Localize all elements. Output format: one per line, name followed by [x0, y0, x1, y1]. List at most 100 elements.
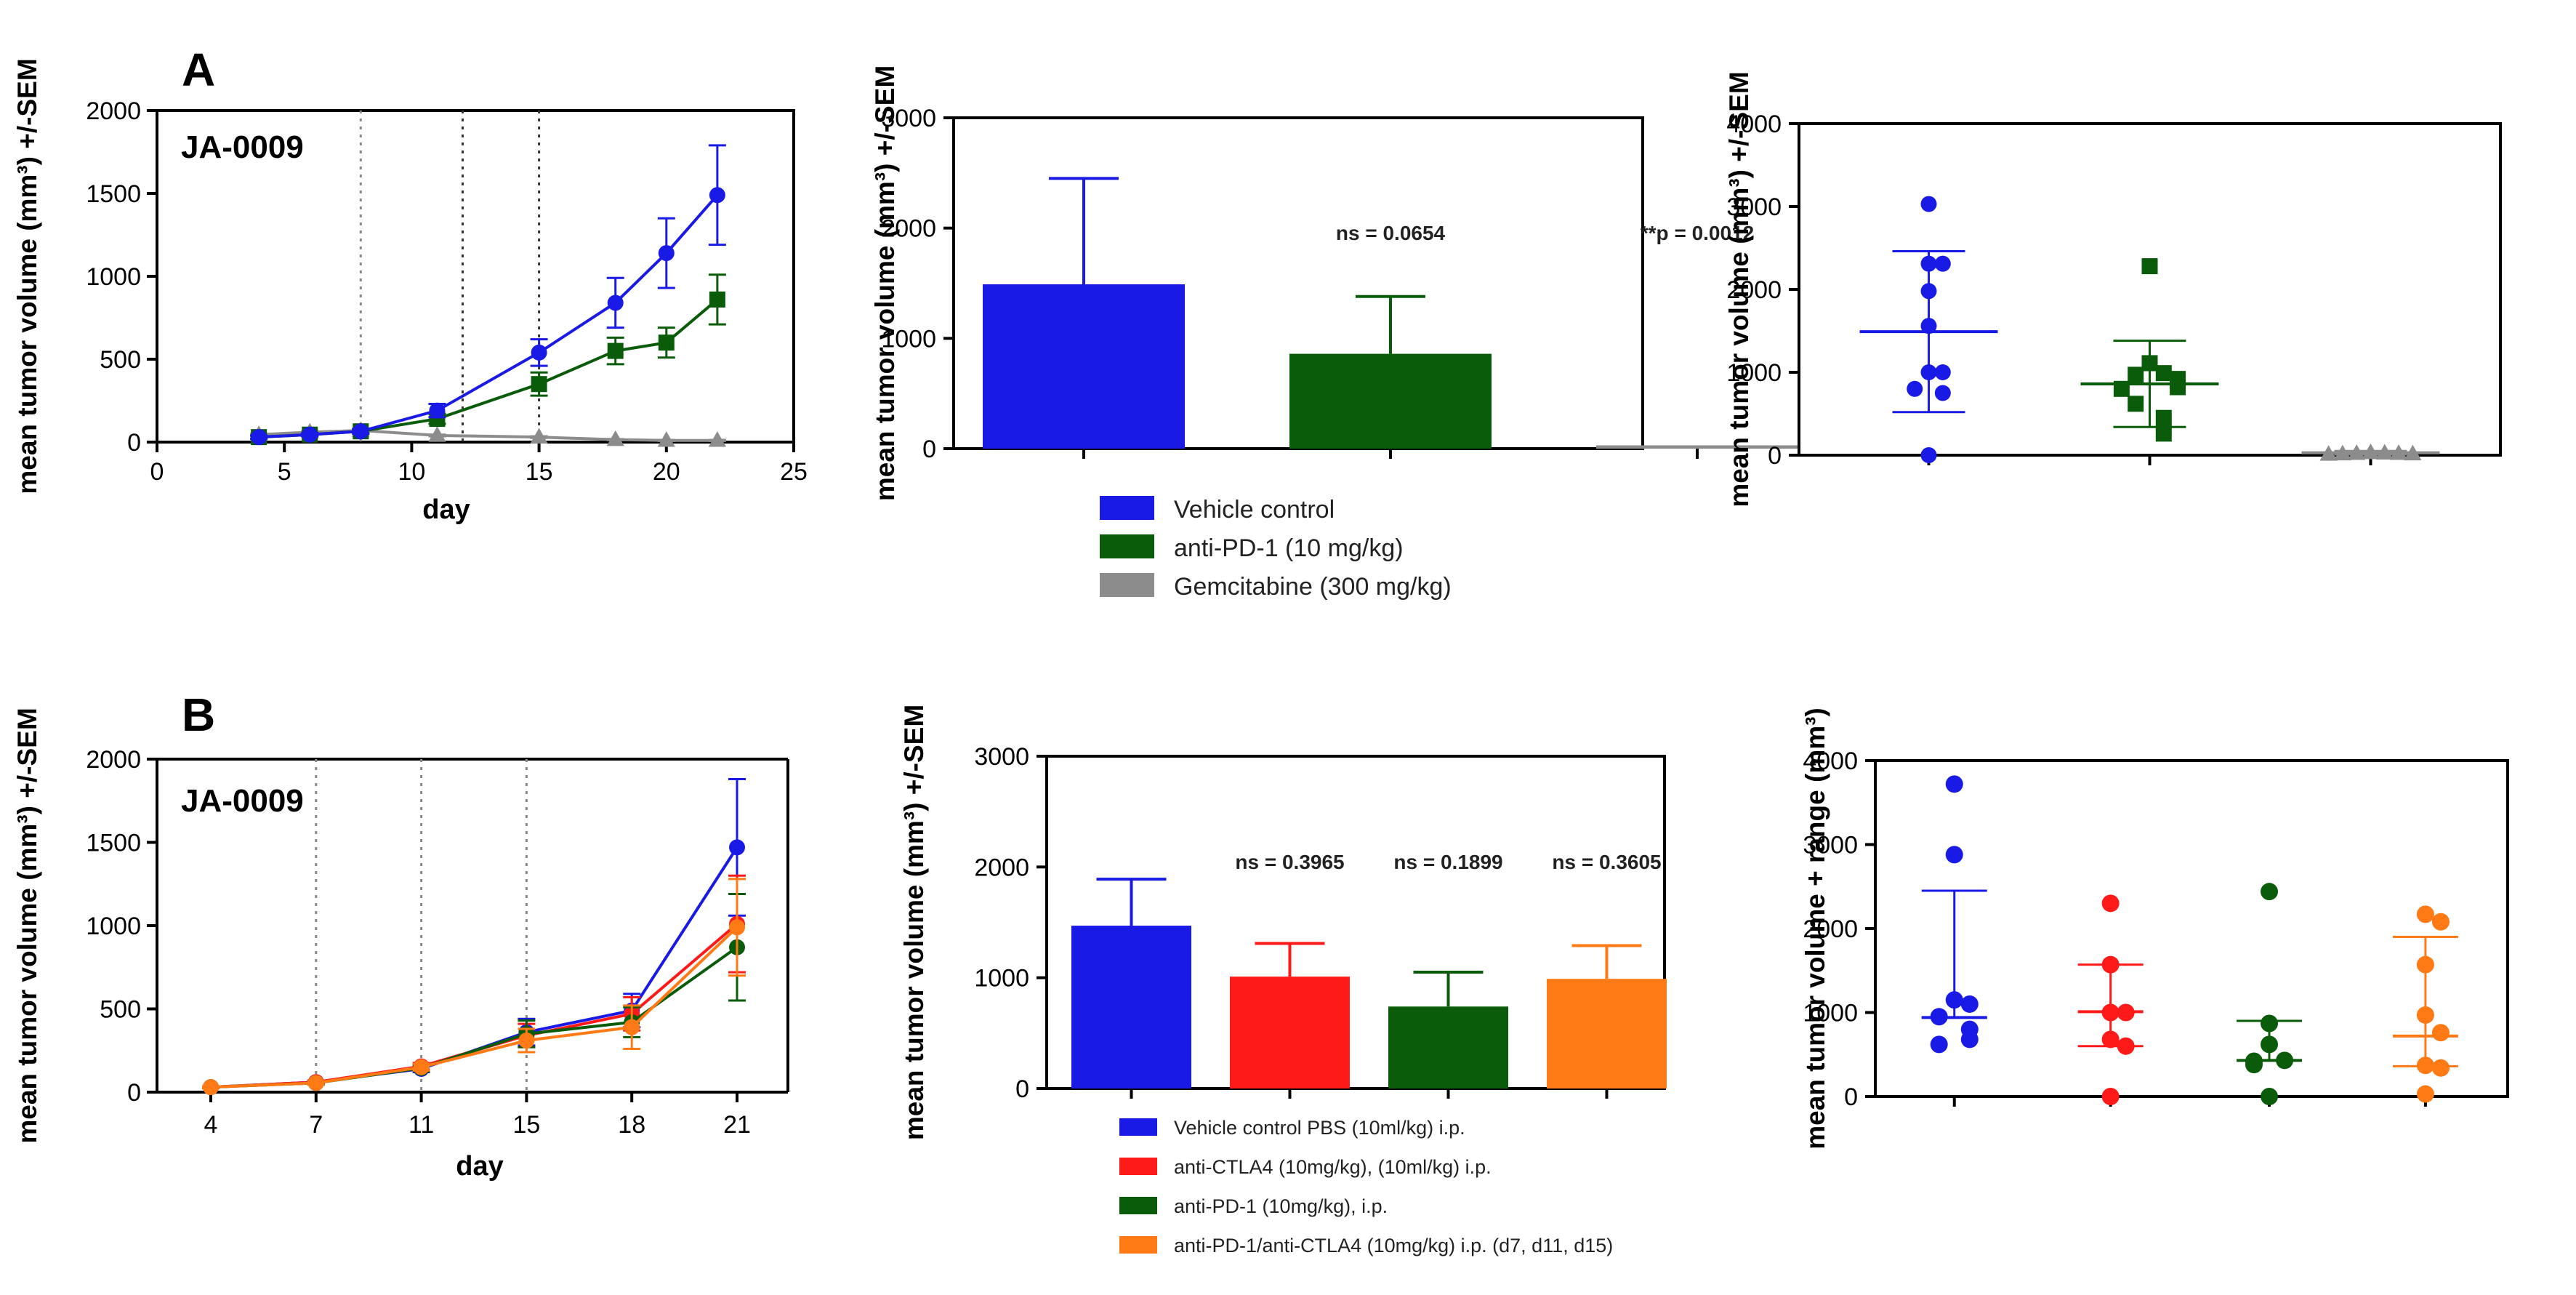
x-tick-label: 15 [512, 1111, 540, 1139]
data-point [2101, 1003, 2120, 1022]
y-tick-label: 1000 [1803, 1000, 1858, 1027]
data-point [607, 342, 624, 359]
data-point [1920, 196, 1937, 212]
x-tick-label: 4 [204, 1111, 218, 1139]
legend-label: Vehicle control PBS (10ml/kg) i.p. [1174, 1117, 1465, 1139]
y-tick-label: 0 [1768, 442, 1782, 470]
data-point [657, 431, 675, 447]
y-axis-title: mean tumor volume + range (mm³) [1800, 707, 1830, 1150]
series-line [259, 429, 717, 442]
legend-a: Vehicle control anti-PD-1 (10 mg/kg) Gemci… [1100, 496, 1452, 601]
data-point [2113, 380, 2130, 397]
legend-swatch [1100, 496, 1154, 520]
chart-a1: 0 500 1000 1500 2000 mean tumor volume (mm³) … [12, 58, 808, 525]
data-point [1934, 364, 1951, 380]
y-tick-label: 1000 [86, 913, 141, 940]
x-tick-label: 20 [653, 458, 680, 486]
legend-label: anti-PD-1 (10 mg/kg) [1174, 534, 1404, 562]
y-tick-label: 0 [922, 436, 936, 463]
significance-label: ns = 0.1899 [1393, 851, 1502, 873]
x-tick-label: 11 [408, 1111, 434, 1139]
y-tick-label: 1000 [1726, 359, 1782, 387]
data-point [2117, 1037, 2135, 1055]
data-point [1920, 283, 1937, 300]
legend-swatch [1100, 573, 1154, 597]
data-point [2170, 379, 2186, 396]
x-axis-title: day [456, 1151, 503, 1182]
data-point [1920, 255, 1937, 272]
y-tick-label: 1000 [86, 263, 141, 291]
x-tick-label: 5 [278, 458, 291, 486]
data-point [2431, 1024, 2450, 1042]
legend-label: anti-CTLA4 (10mg/kg), (10ml/kg) i.p. [1174, 1156, 1492, 1178]
chart-b2: 0 1000 2000 3000 mean tumor volume (mm³) +/-… [899, 705, 1667, 1140]
y-axis-title: mean tumor volume (mm³) +/-SEM [12, 58, 42, 494]
legend-swatch [1119, 1236, 1157, 1254]
y-tick-label: 0 [127, 429, 141, 457]
data-point [2101, 1088, 2120, 1105]
y-tick-label: 4000 [1803, 747, 1858, 775]
y-tick-label: 2000 [1803, 915, 1858, 943]
bar [1596, 445, 1798, 449]
data-point [1930, 1035, 1948, 1054]
y-tick-label: 2000 [86, 746, 141, 774]
data-point [1930, 1008, 1948, 1026]
data-point [413, 1059, 430, 1075]
data-point [2333, 444, 2351, 461]
data-point [729, 919, 745, 936]
data-point [1934, 385, 1951, 401]
data-point [2128, 396, 2144, 412]
y-tick-label: 1000 [974, 965, 1029, 993]
x-tick-label: 21 [723, 1111, 751, 1139]
legend-swatch [1119, 1197, 1157, 1214]
data-point [2276, 1051, 2294, 1070]
data-point [709, 187, 725, 204]
significance-label: ns = 0.3605 [1552, 851, 1661, 873]
data-point [429, 402, 446, 419]
significance-label: **p = 0.0012 [1641, 222, 1754, 244]
y-tick-label: 1500 [86, 830, 141, 857]
x-tick-label: 18 [618, 1111, 645, 1139]
data-point [2101, 1030, 2120, 1049]
x-tick-label: 25 [780, 458, 808, 486]
bar [1547, 979, 1667, 1088]
x-tick-label: 10 [398, 458, 425, 486]
data-point [2362, 443, 2380, 460]
series-line [210, 926, 738, 1089]
y-tick-label: 3000 [1726, 193, 1782, 221]
data-point [1945, 775, 1963, 793]
data-point [607, 294, 624, 311]
series-line [259, 298, 719, 439]
bar [1289, 353, 1492, 449]
data-point [2141, 258, 2158, 275]
y-tick-label: 0 [1015, 1075, 1029, 1103]
data-point [203, 1079, 219, 1096]
data-point [1907, 380, 1923, 397]
x-tick-label: 7 [309, 1111, 323, 1139]
data-point [1945, 846, 1963, 864]
y-tick-label: 2000 [974, 854, 1029, 881]
y-tick-label: 4000 [1726, 111, 1782, 138]
data-point [624, 1019, 640, 1035]
data-point [2404, 444, 2422, 461]
x-axis-title: day [422, 494, 470, 525]
data-point [531, 344, 547, 361]
legend-label: Gemcitabine (300 mg/kg) [1174, 573, 1452, 601]
data-point [2261, 883, 2279, 901]
y-axis-title: mean tumor volume (mm³) +/-SEM [12, 707, 42, 1143]
data-point [307, 1075, 324, 1091]
y-tick-label: 0 [1844, 1083, 1858, 1111]
bar [1388, 1006, 1508, 1088]
data-point [2261, 1014, 2279, 1033]
data-point [1960, 995, 1979, 1013]
data-point [2117, 1003, 2135, 1022]
legend-swatch [1100, 534, 1154, 558]
legend-label: anti-PD-1 (10mg/kg), i.p. [1174, 1195, 1388, 1217]
data-point [530, 428, 548, 444]
inset-label: JA-0009 [181, 783, 304, 819]
bar [1230, 977, 1350, 1088]
data-point [2416, 1085, 2434, 1103]
data-point [2245, 1056, 2263, 1074]
